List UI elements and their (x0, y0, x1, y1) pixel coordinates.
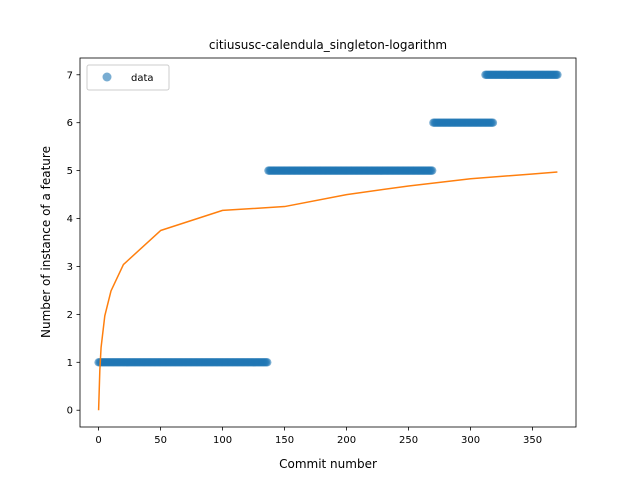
plot-background (80, 58, 576, 427)
fit-line (97, 171, 558, 411)
x-tick-label: 200 (337, 435, 356, 446)
y-tick-label: 0 (67, 406, 73, 417)
y-axis-label: Number of instance of a feature (39, 146, 53, 338)
data-point (263, 358, 272, 367)
data-point (427, 166, 437, 175)
data-point (553, 70, 562, 79)
x-tick-label: 50 (154, 435, 167, 446)
y-tick-label: 5 (67, 166, 73, 177)
x-tick-label: 250 (399, 435, 418, 446)
y-tick-label: 4 (67, 214, 73, 225)
y-axis: 0 1 2 3 4 5 6 7 (67, 70, 80, 417)
data-series (94, 70, 562, 367)
data-point (488, 118, 498, 127)
x-tick-label: 0 (95, 435, 101, 446)
x-axis-label: Commit number (279, 457, 377, 471)
x-tick-label: 100 (213, 435, 232, 446)
y-tick-label: 3 (67, 262, 73, 273)
chart-title: citiususc-calendula_singleton-logarithm (209, 38, 447, 52)
plot-frame (79, 57, 577, 428)
legend-box (86, 64, 170, 91)
x-axis: 0 50 100 150 200 250 300 350 (95, 427, 542, 446)
y-tick-label: 7 (67, 70, 73, 81)
legend-marker-data (102, 72, 112, 82)
plot-area (80, 58, 576, 427)
fit-series (97, 171, 558, 411)
y-tick-label: 2 (67, 310, 73, 321)
x-tick-label: 350 (523, 435, 542, 446)
y-tick-label: 1 (67, 358, 73, 369)
x-tick-label: 300 (461, 435, 480, 446)
y-tick-label: 6 (67, 118, 73, 129)
legend-label-data: data (131, 73, 154, 84)
x-tick-label: 150 (275, 435, 294, 446)
legend: data (86, 64, 170, 91)
